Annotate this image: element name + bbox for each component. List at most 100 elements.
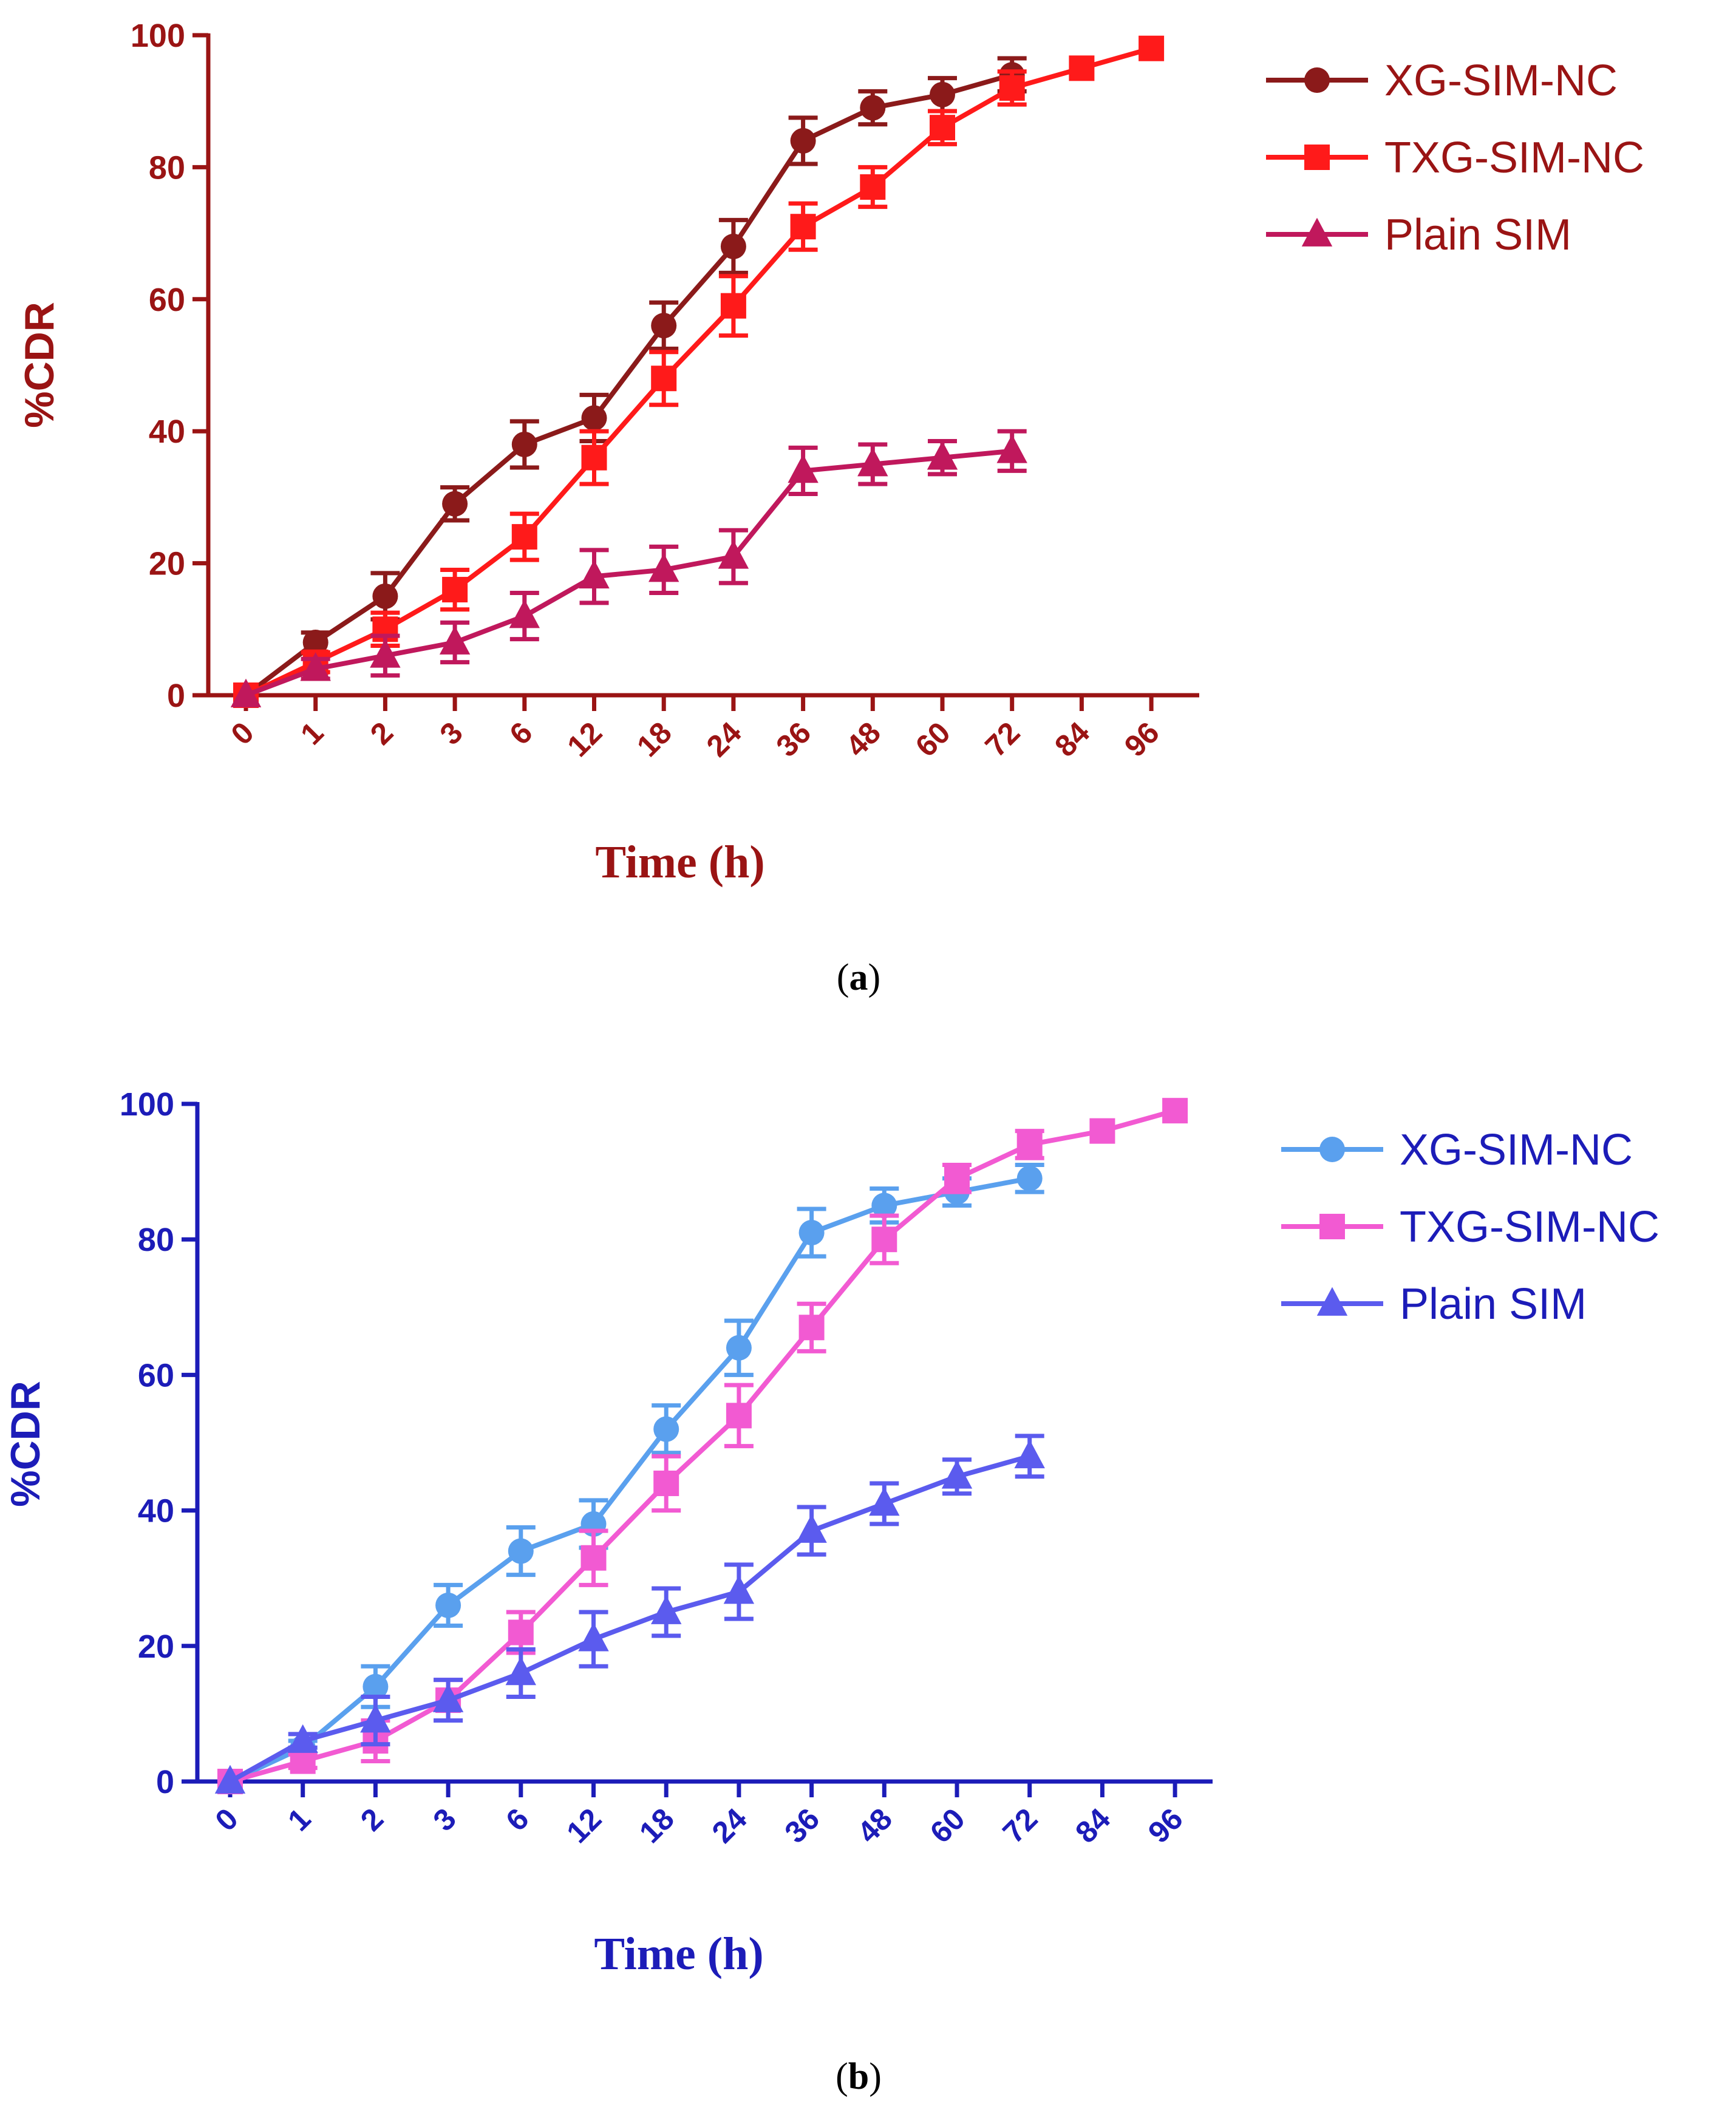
legend-label: Plain SIM [1400,1280,1587,1329]
data-point [930,81,955,107]
data-point [1069,55,1095,81]
data-point [651,313,677,339]
series-line [229,1176,1030,1784]
x-tick-label: 72 [979,715,1027,763]
data-point [581,405,607,431]
data-point [1139,35,1165,61]
y-tick-label: 40 [138,1493,174,1530]
x-tick-label: 6 [499,1802,535,1837]
data-point [302,630,328,656]
x-tick-label: 60 [909,715,957,763]
series-txg-sim-nc [233,35,1165,708]
legend-item: XG-SIM-NC [1281,1126,1633,1174]
legend-item: TXG-SIM-NC [1266,134,1644,182]
data-point [726,1403,752,1429]
y-tick-label: 80 [149,149,185,186]
x-tick-label: 18 [633,1802,681,1850]
x-tick-label: 84 [1069,1802,1117,1850]
data-point [230,678,262,707]
data-point [439,625,471,655]
data-point [287,1724,318,1753]
series-line [245,448,1013,698]
data-point [941,1460,973,1489]
data-point [581,444,607,471]
data-point [860,95,886,121]
x-tick-label: 60 [924,1802,972,1850]
caption-letter: b [848,2056,869,2097]
legend-label: Plain SIM [1384,211,1571,259]
data-point [511,431,537,457]
x-tick-label: 1 [294,715,330,751]
data-point [871,1227,897,1253]
y-tick-label: 40 [149,413,185,450]
data-point [857,448,888,477]
data-point [442,577,468,603]
data-point [648,553,679,582]
x-axis-title: Time (h) [595,837,764,888]
data-point [869,1487,900,1516]
legend-label: TXG-SIM-NC [1384,134,1644,182]
data-point [508,1619,534,1645]
data-point [370,639,401,668]
legend-marker [1301,217,1333,247]
data-point [1162,1098,1188,1124]
data-point [1014,1439,1045,1469]
data-point [372,583,398,609]
data-point [1089,1118,1115,1144]
data-point [1016,1165,1043,1191]
data-point [579,559,610,589]
x-tick-label: 2 [364,715,400,751]
data-point [508,1538,534,1564]
legend-marker [1304,145,1330,170]
legend-item: Plain SIM [1281,1280,1587,1329]
x-tick-label: 96 [1118,715,1166,763]
x-tick-label: 12 [560,715,608,763]
y-axis-title: %CDR [2,1381,49,1507]
x-tick-label: 1 [281,1802,317,1837]
y-tick-label: 100 [120,1086,174,1123]
y-tick-label: 60 [149,282,185,318]
panel-caption: (b) [836,2056,882,2097]
series-txg-sim-nc [217,1098,1188,1794]
x-tick-label: 3 [434,715,469,751]
legend-item: XG-SIM-NC [1266,56,1618,105]
series-plain-sim [214,1434,1045,1794]
y-axis-title: %CDR [16,302,63,428]
data-point [442,491,468,517]
data-point [788,454,819,483]
data-point [718,540,749,569]
x-tick-label: 36 [778,1802,826,1850]
x-tick-label: 96 [1142,1802,1190,1850]
x-tick-label: 48 [851,1802,899,1850]
x-tick-label: 24 [706,1802,754,1850]
data-point [651,366,677,392]
data-point [798,1315,825,1341]
y-tick-label: 20 [149,546,185,582]
data-point [360,1704,391,1733]
data-point [796,1514,827,1543]
data-point [653,1470,679,1496]
series-xg-sim-nc [217,1162,1044,1794]
data-point [432,1683,464,1712]
data-point [996,434,1027,463]
data-point [653,1416,679,1442]
data-point [363,1673,389,1700]
data-point [726,1335,752,1361]
x-tick-label: 6 [503,715,539,751]
x-tick-label: 12 [560,1802,608,1850]
x-tick-label: 0 [209,1802,245,1837]
data-point [651,1595,682,1624]
y-tick-label: 0 [167,678,185,714]
data-point [214,1765,246,1794]
data-point [580,1545,607,1571]
legend-marker [1304,67,1330,93]
caption-close: ) [868,957,881,998]
legend-marker [1316,1287,1348,1316]
data-point [720,233,746,259]
x-tick-label: 84 [1048,715,1096,763]
y-tick-label: 20 [138,1628,174,1665]
caption-close: ) [869,2056,882,2097]
data-point [999,75,1025,101]
